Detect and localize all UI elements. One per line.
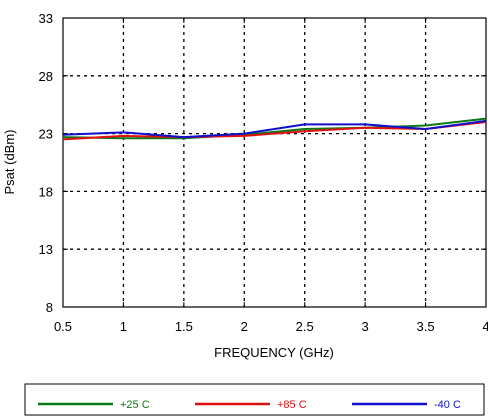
y-tick-label: 33: [39, 11, 53, 26]
y-tick-label: 8: [46, 300, 53, 315]
y-tick-label: 18: [39, 184, 53, 199]
x-tick-label: 3.5: [417, 319, 435, 334]
plot-area-border: [62, 17, 487, 308]
x-tick-label: 1.5: [175, 319, 193, 334]
axis-ticks: [62, 17, 487, 308]
x-tick-label: 0.5: [54, 319, 72, 334]
series-lines: [62, 117, 487, 141]
y-tick-label: 23: [39, 127, 53, 142]
legend: +25 C +85 C -40 C: [38, 399, 461, 411]
x-tick-label: 2.5: [296, 319, 314, 334]
y-tick-label: 13: [39, 242, 53, 257]
x-axis-title: FREQUENCY (GHz): [214, 345, 334, 360]
grid-lines: [63, 18, 486, 307]
legend-label: -40 C: [434, 399, 461, 411]
series-line: [62, 117, 487, 140]
x-tick-label: 1: [120, 319, 127, 334]
x-tick-label: 4: [482, 319, 488, 334]
series-line: [62, 121, 487, 141]
legend-label: +85 C: [277, 399, 307, 411]
y-tick-label: 28: [39, 69, 53, 84]
x-tick-label: 3: [362, 319, 369, 334]
series-line: [62, 119, 487, 139]
x-axis-tick-labels: 0.5 1 1.5 2 2.5 3 3.5 4: [54, 319, 488, 334]
y-axis-title: Psat (dBm): [2, 129, 17, 194]
y-axis-tick-labels: 8 13 18 23 28 33: [39, 11, 53, 315]
legend-label: +25 C: [120, 399, 150, 411]
legend-box: [24, 383, 485, 416]
x-tick-label: 2: [241, 319, 248, 334]
